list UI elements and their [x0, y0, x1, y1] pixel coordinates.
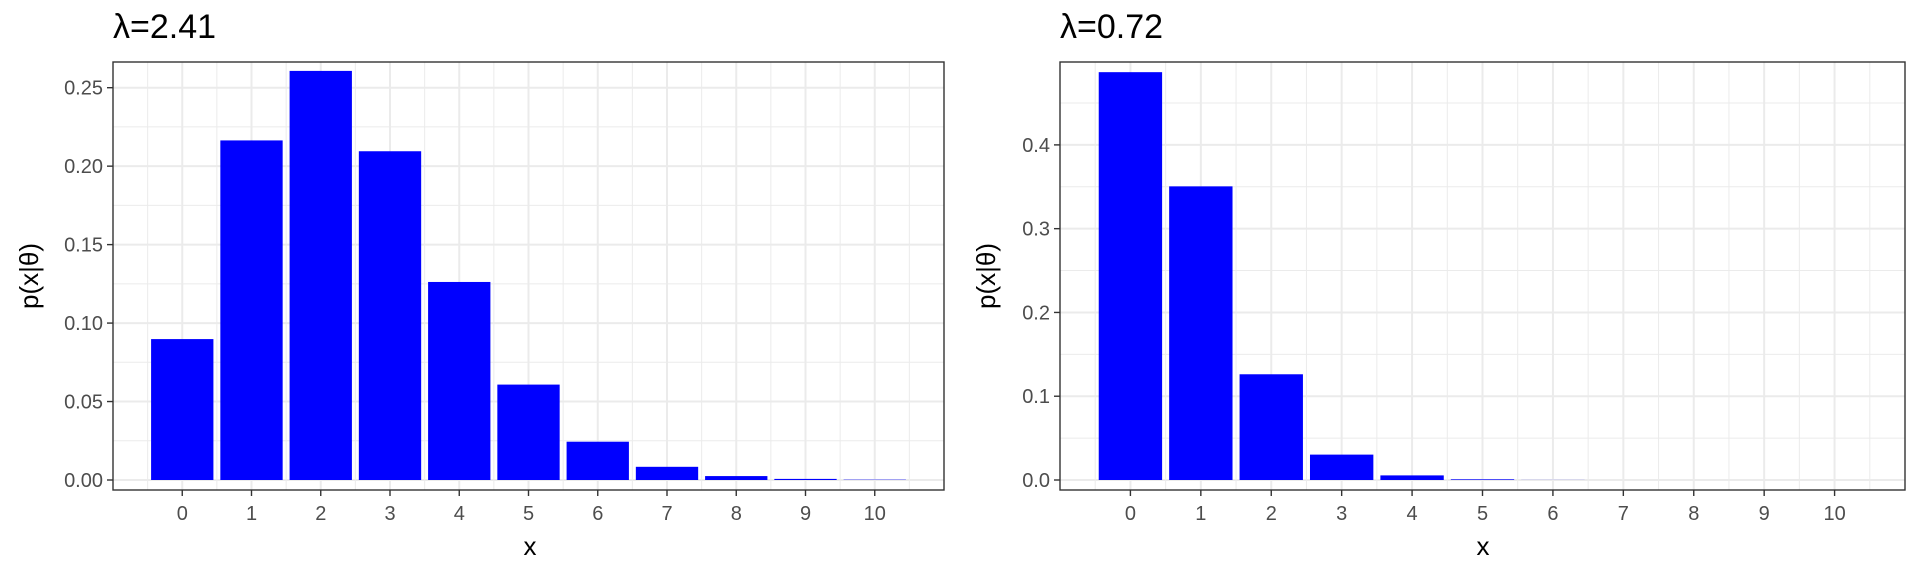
- x-tick-label: 7: [661, 503, 672, 525]
- panel-border: [112, 61, 945, 491]
- panel-border: [1059, 61, 1906, 491]
- chart-title: λ=0.72: [1060, 8, 1163, 46]
- plot-area: 0.00 0.05 0.10 0.15 0.20 0.25 0 1 2 3 4 5 6 7 8 9 10: [64, 61, 945, 525]
- bar: [289, 70, 352, 480]
- x-tick-label: 3: [1336, 503, 1347, 525]
- x-tick-label: 2: [1266, 503, 1277, 525]
- y-tick-label: 0.05: [64, 392, 103, 414]
- bar: [358, 151, 422, 480]
- y-tick-label: 0.0: [1022, 470, 1050, 492]
- plot-area: 0.0 0.1 0.2 0.3 0.4 0 1 2 3 4 5 6 7 8 9 10: [1022, 61, 1906, 525]
- y-axis-label: p(x|θ): [14, 243, 44, 309]
- y-tick-label: 0.3: [1022, 219, 1050, 241]
- x-tick-label: 7: [1618, 503, 1629, 525]
- bar: [635, 466, 699, 480]
- bar: [1098, 72, 1163, 481]
- x-tick-label: 5: [1477, 503, 1488, 525]
- bar: [497, 384, 560, 480]
- y-tick-label: 0.1: [1022, 386, 1050, 408]
- x-tick-label: 8: [1688, 503, 1699, 525]
- x-tick-label: 5: [523, 503, 534, 525]
- chart-right-panel: λ=0.72 x p(x|θ) 0.0 0.1 0.2 0.3 0.4 0 1 2 3 4 5 6 7 8…: [971, 8, 1906, 561]
- x-tick-label: 3: [384, 503, 395, 525]
- bar: [1309, 454, 1374, 480]
- x-tick-label: 6: [1547, 503, 1558, 525]
- bar: [151, 339, 214, 480]
- y-axis-label: p(x|θ): [971, 243, 1001, 309]
- y-tick-label: 0.10: [64, 313, 103, 335]
- y-tick-label: 0.25: [64, 78, 103, 100]
- bar: [1450, 479, 1515, 480]
- x-tick-label: 8: [731, 503, 742, 525]
- bar: [566, 441, 629, 480]
- x-axis-label: x: [524, 531, 537, 561]
- bar: [1239, 374, 1303, 480]
- y-tick-label: 0.20: [64, 156, 103, 178]
- y-tick-label: 0.00: [64, 470, 103, 492]
- x-tick-label: 9: [1759, 503, 1770, 525]
- x-tick-label: 0: [1125, 503, 1136, 525]
- y-tick-label: 0.15: [64, 235, 103, 257]
- x-tick-label: 4: [1407, 503, 1418, 525]
- x-tick-label: 6: [592, 503, 603, 525]
- bar: [774, 478, 837, 480]
- x-tick-label: 2: [315, 503, 326, 525]
- x-tick-label: 1: [246, 503, 257, 525]
- bar: [220, 140, 283, 480]
- bar: [1380, 475, 1444, 480]
- x-tick-label: 10: [864, 503, 886, 525]
- bar: [705, 476, 768, 480]
- y-tick-label: 0.2: [1022, 302, 1050, 324]
- x-tick-label: 0: [177, 503, 188, 525]
- x-tick-label: 9: [800, 503, 811, 525]
- y-tick-label: 0.4: [1022, 135, 1050, 157]
- bar: [428, 281, 491, 480]
- x-tick-label: 1: [1195, 503, 1206, 525]
- bar: [1169, 186, 1233, 480]
- x-tick-label: 4: [454, 503, 465, 525]
- chart-title: λ=2.41: [113, 8, 216, 46]
- x-tick-label: 10: [1823, 503, 1845, 525]
- chart-left-panel: λ=2.41 x p(x|θ) 0.00 0.05 0.10 0.15 0.20 0.25…: [14, 8, 945, 561]
- x-axis-label: x: [1477, 531, 1490, 561]
